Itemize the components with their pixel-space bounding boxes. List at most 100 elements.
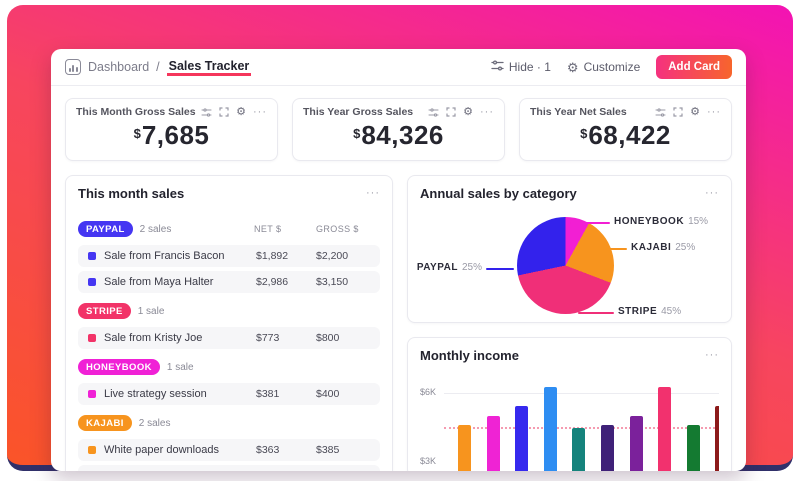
gear-icon[interactable]: ⚙	[463, 105, 473, 118]
breadcrumb-dashboard[interactable]: Dashboard	[88, 60, 150, 74]
group-badge[interactable]: PAYPAL	[78, 221, 133, 237]
annual-sales-title: Annual sales by category	[420, 186, 577, 201]
sales-group-stripe: STRIPE 1 sale Sale from Kristy Joe $773 …	[78, 301, 380, 349]
group-count: 2 sales	[138, 417, 171, 429]
income-bar[interactable]	[715, 405, 719, 471]
right-column: Annual sales by category ··· HONEYBOOK 15…	[407, 175, 732, 471]
ellipsis-icon[interactable]: ···	[705, 349, 719, 361]
pie-chart-area: HONEYBOOK 15% KAJABI 25% PAYPAL 25% STRIPE 4…	[417, 207, 719, 319]
honeybook-callout-line	[570, 222, 610, 224]
month-sales-card: This month sales ··· PAYPAL 2 sales NET …	[65, 175, 393, 471]
kajabi-callout-line	[603, 248, 627, 250]
income-bar[interactable]	[601, 425, 614, 471]
y-axis-label-3k: $3K	[420, 456, 437, 466]
filter-icon[interactable]	[428, 107, 439, 117]
ellipsis-icon[interactable]: ···	[253, 105, 267, 118]
breadcrumb: Dashboard / Sales Tracker	[65, 49, 252, 85]
stat-card-0: This Month Gross Sales ⚙ ··· $7,685	[65, 98, 278, 161]
task-status-icon	[88, 334, 96, 342]
column-header-net: NET $	[254, 224, 282, 234]
stat-card-title: This Month Gross Sales	[76, 106, 196, 118]
pie-label-honeybook: HONEYBOOK 15%	[614, 216, 709, 227]
group-count: 2 sales	[139, 223, 172, 235]
sale-row[interactable]: White paper downloads $363 $385	[78, 439, 380, 461]
monthly-income-header: Monthly income ···	[408, 338, 731, 369]
window-header: Dashboard / Sales Tracker Hide · 1 ⚙ Cus…	[51, 49, 746, 86]
sale-name: Sale from Francis Bacon	[104, 250, 225, 262]
filter-icon[interactable]	[655, 107, 666, 117]
stat-card-value: $7,685	[133, 120, 210, 150]
dashboard-icon	[65, 59, 81, 75]
income-bar[interactable]	[486, 416, 500, 471]
stat-card-value: $68,422	[580, 120, 671, 150]
hide-label: Hide · 1	[508, 60, 551, 74]
filter-icon[interactable]	[201, 107, 212, 117]
sale-name: Sale from Kristy Joe	[104, 332, 203, 344]
group-count: 1 sale	[137, 305, 165, 317]
group-count: 1 sale	[166, 361, 194, 373]
sale-row[interactable]: Online webinar subscriptions $479 $500	[78, 465, 380, 471]
sale-net: $2,986	[256, 276, 289, 288]
income-bar[interactable]	[458, 425, 471, 471]
sale-gross: $800	[316, 332, 340, 344]
group-badge[interactable]: KAJABI	[78, 415, 132, 431]
stat-card-2: This Year Net Sales ⚙ ··· $68,422	[519, 98, 732, 161]
sale-net: $363	[256, 444, 280, 456]
customize-button[interactable]: ⚙ Customize	[567, 60, 640, 74]
pie-label-paypal: PAYPAL 25%	[416, 262, 482, 273]
income-bar[interactable]	[686, 425, 700, 471]
gear-icon[interactable]: ⚙	[236, 105, 246, 118]
ellipsis-icon[interactable]: ···	[705, 187, 719, 199]
tab-sales-tracker[interactable]: Sales Tracker	[166, 59, 252, 76]
pie-label-stripe: STRIPE 45%	[618, 306, 682, 317]
income-bar[interactable]	[543, 387, 557, 471]
sale-name: Online webinar subscriptions	[104, 470, 256, 471]
gridline-6k	[444, 393, 719, 394]
sale-net: $773	[256, 332, 280, 344]
sale-row[interactable]: Live strategy session $381 $400	[78, 383, 380, 405]
sale-gross: $3,150	[316, 276, 349, 288]
income-bar[interactable]	[658, 387, 672, 471]
group-badge[interactable]: HONEYBOOK	[78, 359, 160, 375]
sale-row[interactable]: Sale from Maya Halter $2,986 $3,150	[78, 271, 380, 293]
task-status-icon	[88, 446, 96, 454]
dashboard-window: Dashboard / Sales Tracker Hide · 1 ⚙ Cus…	[51, 49, 746, 471]
customize-label: Customize	[583, 60, 641, 74]
gear-icon: ⚙	[566, 59, 579, 75]
filter-lines-icon	[491, 60, 504, 74]
expand-icon[interactable]	[673, 107, 683, 117]
stat-card-title: This Year Gross Sales	[303, 106, 414, 118]
sale-name: Sale from Maya Halter	[104, 276, 214, 288]
month-sales-body: PAYPAL 2 sales NET $ GROSS $ Sale from F…	[66, 207, 392, 471]
sale-net: $479	[256, 470, 316, 471]
annual-sales-card: Annual sales by category ··· HONEYBOOK 15…	[407, 175, 732, 323]
income-bar[interactable]	[629, 416, 643, 471]
ellipsis-icon[interactable]: ···	[707, 105, 721, 118]
expand-icon[interactable]	[219, 107, 229, 117]
column-header-gross: GROSS $	[316, 224, 359, 234]
gear-icon[interactable]: ⚙	[690, 105, 700, 118]
sale-net: $381	[256, 388, 280, 400]
sales-group-honeybook: HONEYBOOK 1 sale Live strategy session $…	[78, 357, 380, 405]
stat-card-value: $84,326	[353, 120, 444, 150]
group-badge[interactable]: STRIPE	[78, 303, 131, 319]
add-card-button[interactable]: Add Card	[656, 55, 732, 79]
income-bar[interactable]	[572, 427, 586, 471]
annual-sales-header: Annual sales by category ···	[408, 176, 731, 207]
ellipsis-icon[interactable]: ···	[480, 105, 494, 118]
sales-group-kajabi: KAJABI 2 sales White paper downloads $36…	[78, 413, 380, 471]
ellipsis-icon[interactable]: ···	[366, 187, 380, 199]
income-bar[interactable]	[515, 405, 529, 471]
sale-gross: $385	[316, 444, 340, 456]
hide-button[interactable]: Hide · 1	[491, 60, 551, 74]
task-status-icon	[88, 390, 96, 398]
sale-name: Live strategy session	[104, 388, 207, 400]
expand-icon[interactable]	[446, 107, 456, 117]
sale-row[interactable]: Sale from Kristy Joe $773 $800	[78, 327, 380, 349]
sale-gross: $500	[316, 470, 372, 471]
sale-row[interactable]: Sale from Francis Bacon $1,892 $2,200	[78, 245, 380, 267]
pie-chart[interactable]	[517, 217, 614, 314]
monthly-income-card: Monthly income ··· $6K $3K	[407, 337, 732, 471]
pie-label-kajabi: KAJABI 25%	[631, 242, 696, 253]
sales-group-paypal: PAYPAL 2 sales NET $ GROSS $ Sale from F…	[78, 219, 380, 293]
